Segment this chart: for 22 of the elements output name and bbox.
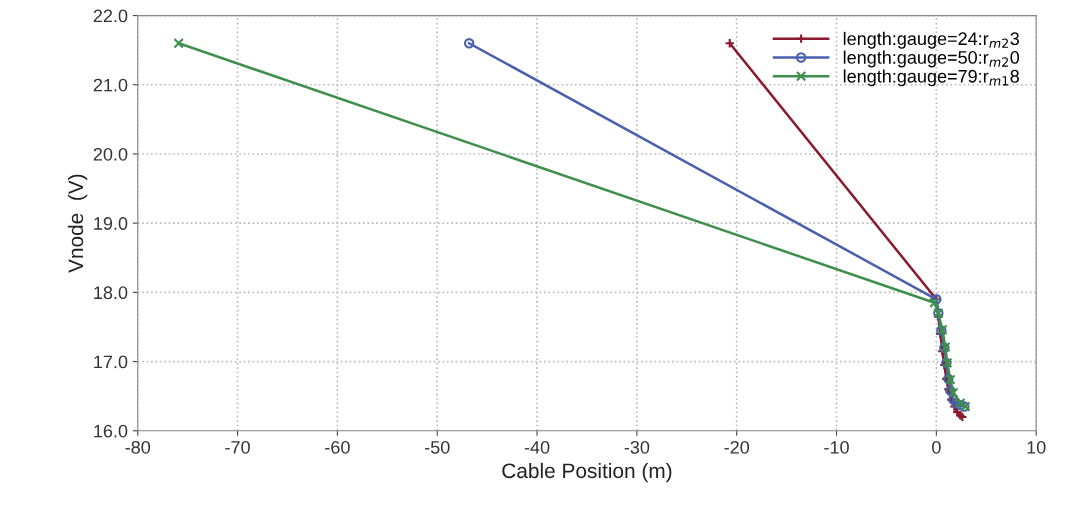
x-tick-label: -80 bbox=[125, 440, 151, 454]
x-tick-label: -30 bbox=[624, 440, 650, 454]
y-axis-title: Vnode (V) bbox=[67, 174, 88, 273]
y-tick-label: 20.0 bbox=[93, 147, 128, 161]
x-tick-label: -70 bbox=[225, 440, 250, 454]
x-tick-label: -40 bbox=[524, 440, 550, 454]
x-tick-label: -10 bbox=[824, 440, 849, 454]
x-tick-label: 10 bbox=[1027, 440, 1046, 454]
y-tick-label: 17.0 bbox=[94, 355, 128, 369]
y-tick-label: 16.0 bbox=[94, 424, 128, 438]
legend-label: length:gauge=24:r$_{m2}$3 bbox=[843, 31, 1019, 49]
x-tick-label: -20 bbox=[724, 440, 750, 454]
x-tick-label: -60 bbox=[325, 440, 350, 454]
x-axis-title: Cable Position (m) bbox=[502, 462, 672, 483]
legend-label: length:gauge=79:r$_{m1}$8 bbox=[843, 69, 1019, 87]
y-tick-label: 22.0 bbox=[93, 9, 128, 23]
x-tick-label: -50 bbox=[424, 440, 450, 454]
y-tick-label: 21.0 bbox=[93, 78, 128, 92]
x-tick-label: 0 bbox=[932, 440, 941, 454]
legend-label: length:gauge=50:r$_{m2}$0 bbox=[843, 50, 1020, 68]
y-tick-label: 19.0 bbox=[94, 217, 128, 230]
y-tick-label: 18.0 bbox=[94, 286, 128, 300]
